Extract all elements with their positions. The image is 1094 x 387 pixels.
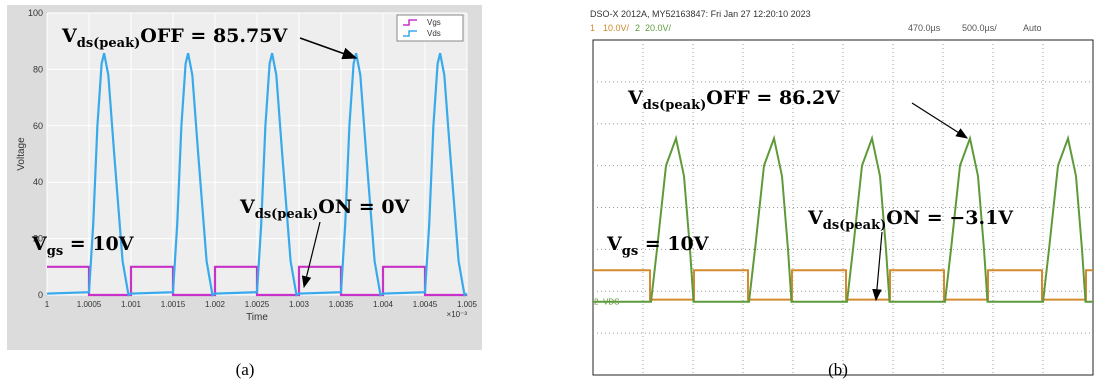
y-tick-label: 100 [28, 8, 43, 18]
x-exponent: ×10⁻³ [447, 310, 468, 319]
annotation-sub: ds(peak) [255, 207, 319, 222]
annotation-rest: ON = −3.1V [886, 207, 1014, 229]
figure: 02040608010011.00051.0011.00151.0021.002… [0, 0, 1094, 387]
scope-status: 470.0µs [908, 23, 941, 33]
annotation-base: V [606, 233, 623, 255]
annotation-base: V [61, 25, 78, 47]
scope-header: DSO-X 2012A, MY52163847: Fri Jan 27 12:2… [590, 9, 811, 19]
x-tick-label: 1.004 [373, 300, 394, 309]
y-tick-label: 0 [38, 290, 43, 300]
x-tick-label: 1.001 [121, 300, 142, 309]
scope-status: Auto [1023, 23, 1042, 33]
legend-label: Vgs [427, 18, 441, 27]
annotation-rest: OFF = 86.2V [706, 87, 841, 109]
annotation-rest: ON = 0V [318, 196, 410, 218]
x-tick-label: 1.003 [289, 300, 310, 309]
annotation-rest: = 10V [63, 233, 135, 255]
x-tick-label: 1.0045 [413, 300, 438, 309]
channel-number: 2 [594, 298, 599, 307]
x-tick-label: 1.0025 [245, 300, 270, 309]
caption: (a) [236, 360, 255, 379]
annotation-sub: ds(peak) [823, 218, 887, 233]
x-tick-label: 1.0005 [77, 300, 102, 309]
y-tick-label: 60 [33, 121, 43, 131]
scope-status: 2 [635, 23, 640, 33]
x-axis-label: Time [246, 312, 268, 323]
annotation-rest: OFF = 85.75V [140, 25, 288, 47]
x-tick-label: 1.0015 [161, 300, 186, 309]
x-tick-label: 1.005 [457, 300, 478, 309]
scope-status: 20.0V/ [645, 23, 672, 33]
annotation-sub: ds(peak) [643, 98, 707, 113]
annotation-rest: = 10V [638, 233, 710, 255]
x-tick-label: 1 [45, 300, 50, 309]
x-tick-label: 1.002 [205, 300, 226, 309]
y-tick-label: 40 [33, 177, 43, 187]
annotation-base: V [31, 233, 48, 255]
channel-label: VDS [603, 298, 619, 307]
x-tick-label: 1.0035 [329, 300, 354, 309]
legend-label: Vds [427, 29, 441, 38]
annotation-base: V [627, 87, 644, 109]
annotation-base: V [239, 196, 256, 218]
y-axis-label: Voltage [16, 137, 27, 171]
caption: (b) [828, 360, 848, 379]
annotation-sub: ds(peak) [77, 36, 141, 51]
annotation-base: V [807, 207, 824, 229]
y-tick-label: 80 [33, 64, 43, 74]
annotation-sub: gs [47, 244, 63, 259]
scope-status: 1 [590, 23, 595, 33]
scope-status: 500.0µs/ [962, 23, 997, 33]
annotation-sub: gs [622, 244, 638, 259]
scope-status: 10.0V/ [603, 23, 630, 33]
